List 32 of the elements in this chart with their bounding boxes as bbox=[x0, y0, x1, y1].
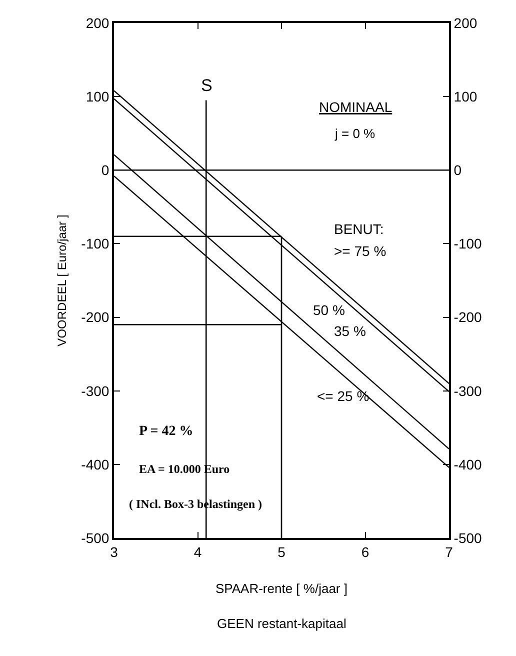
y-tick-label: -200 bbox=[81, 309, 110, 326]
y-tick-label: -400 bbox=[81, 456, 110, 472]
y2-tick-label: 0 bbox=[454, 162, 462, 178]
annotation: NOMINAAL bbox=[319, 99, 392, 115]
text: GEEN restant-kapitaal bbox=[217, 616, 346, 631]
series-label: >= 75 % bbox=[334, 243, 386, 259]
y-tick-label: -300 bbox=[81, 382, 110, 399]
y-tick-label: -100 bbox=[81, 236, 110, 252]
x-tick-label: 5 bbox=[278, 544, 286, 560]
y2-tick-label: 200 bbox=[454, 14, 478, 31]
x-tick-label: 4 bbox=[194, 544, 202, 560]
y2-tick-label: -400 bbox=[454, 456, 482, 472]
x-tick-label: 6 bbox=[361, 544, 370, 560]
series-label: 35 % bbox=[334, 323, 366, 339]
legend-title: BENUT: bbox=[334, 221, 384, 237]
y2-tick-label: 100 bbox=[454, 88, 478, 104]
x-tick-label: 7 bbox=[445, 544, 454, 560]
y2-tick-label: -100 bbox=[454, 236, 482, 252]
y-axis-title: VOORDEEL [ Euro/jaar ] bbox=[54, 214, 69, 346]
series-label: 50 % bbox=[313, 302, 345, 318]
y2-tick-label: -500 bbox=[454, 530, 482, 546]
x-tick-label: 3 bbox=[110, 544, 118, 560]
x-axis-title: SPAAR-rente [ %/jaar ] bbox=[216, 580, 348, 596]
y-tick-label: -500 bbox=[81, 530, 110, 546]
y2-tick-label: -300 bbox=[454, 382, 482, 399]
y-tick-label: 0 bbox=[101, 162, 110, 178]
annotation: j = 0 % bbox=[334, 126, 376, 141]
annotation: P = 42 % bbox=[139, 424, 194, 439]
y-tick-label: 200 bbox=[86, 14, 110, 31]
ref-line-label: S bbox=[201, 76, 212, 95]
y-tick-label: 100 bbox=[86, 88, 110, 104]
y2-tick-label: -200 bbox=[454, 309, 482, 326]
